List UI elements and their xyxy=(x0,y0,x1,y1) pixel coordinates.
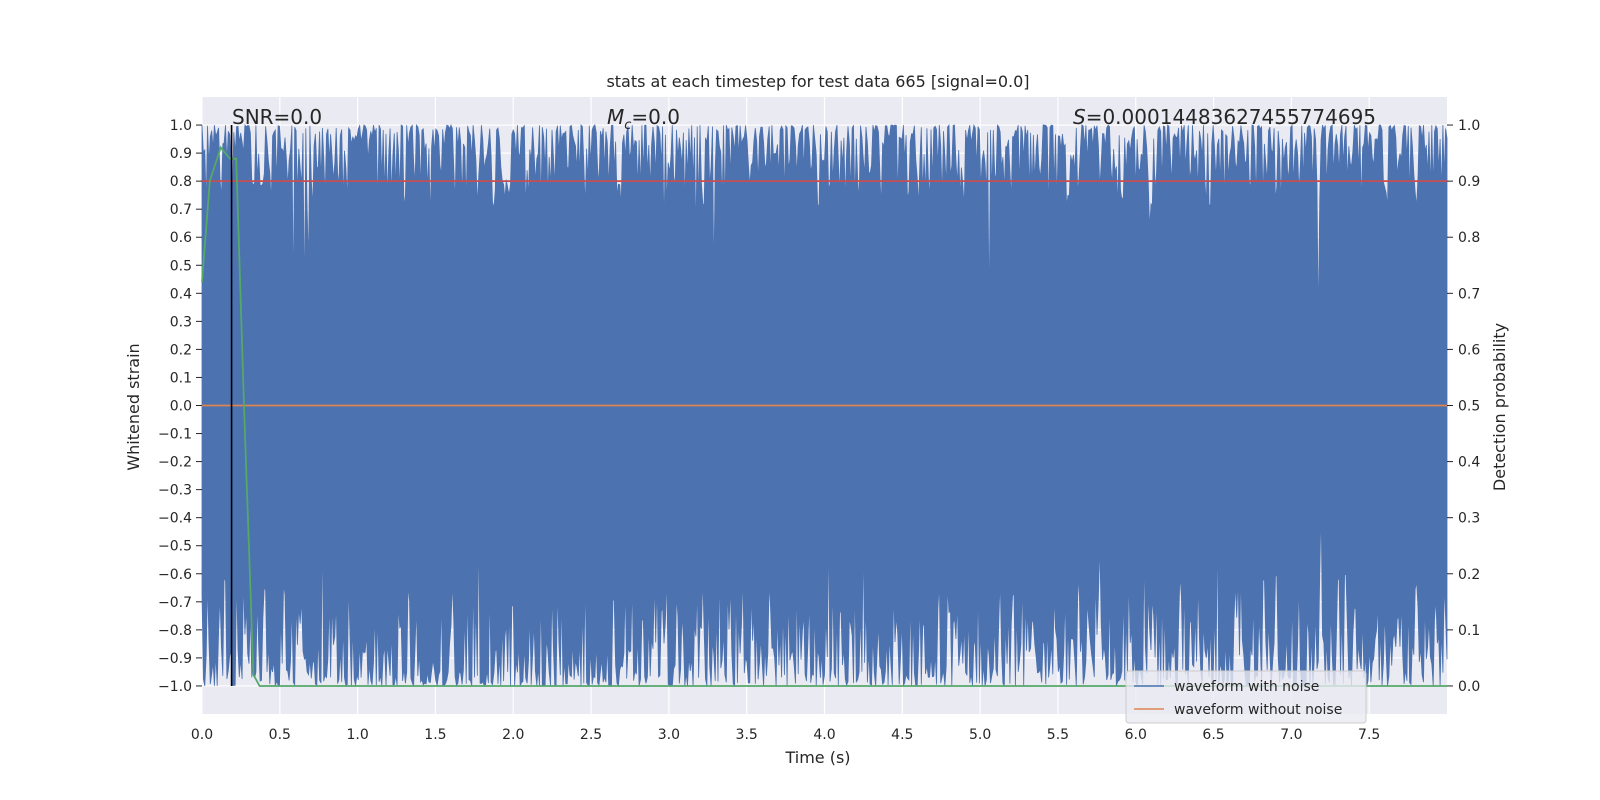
y-left-tick-label: 0.4 xyxy=(170,286,192,302)
y-left-tick-label: 0.0 xyxy=(170,399,192,415)
y-left-tick-label: −1.0 xyxy=(158,679,192,695)
y-left-tick-label: 0.2 xyxy=(170,342,192,358)
y-left-tick-label: −0.4 xyxy=(158,511,192,527)
y-axis-right-label: Detection probability xyxy=(1490,323,1509,491)
y-right-tick-label: 0.3 xyxy=(1458,511,1480,527)
s-annotation: S=0.00014483627455774695 xyxy=(1073,105,1376,129)
y-axis-right-ticks: 1.0 0.9 0.8 0.7 0.6 0.5 0.4 0.3 0.2 0.1 0.0 xyxy=(1447,118,1480,695)
chirp-mass-annotation: Mc=0.0 xyxy=(607,105,680,133)
y-right-tick-label: 0.5 xyxy=(1458,399,1480,415)
series-detection-probability xyxy=(201,145,1447,687)
y-left-tick-label: −0.1 xyxy=(158,427,192,443)
snr-annotation: SNR=0.0 xyxy=(232,105,322,129)
y-left-tick-label: −0.3 xyxy=(158,483,192,499)
s-symbol: S xyxy=(1073,105,1086,129)
y-right-tick-label: 0.4 xyxy=(1458,455,1480,471)
s-value: =0.00014483627455774695 xyxy=(1086,105,1376,129)
x-tick-label: 0.5 xyxy=(269,727,291,743)
x-tick-label: 4.0 xyxy=(813,727,835,743)
y-left-tick-label: 0.3 xyxy=(170,314,192,330)
y-left-tick-label: −0.7 xyxy=(158,595,192,611)
x-tick-label: 4.5 xyxy=(891,727,913,743)
y-right-tick-label: 0.9 xyxy=(1458,174,1480,190)
y-left-tick-label: −0.9 xyxy=(158,651,192,667)
y-left-tick-label: 0.8 xyxy=(170,174,192,190)
x-tick-label: 6.0 xyxy=(1125,727,1147,743)
y-right-tick-label: 0.2 xyxy=(1458,567,1480,583)
y-left-tick-label: 0.6 xyxy=(170,230,192,246)
y-left-tick-label: 0.5 xyxy=(170,258,192,274)
y-axis-left-ticks: 1.0 0.9 0.8 0.7 0.6 0.5 0.4 0.3 0.2 0.1 0.0 −0.1 −0.… xyxy=(158,118,202,695)
x-tick-label: 7.0 xyxy=(1280,727,1302,743)
x-tick-label: 5.5 xyxy=(1047,727,1069,743)
legend-box xyxy=(1125,670,1367,724)
chirp-mass-symbol: M xyxy=(607,105,624,129)
y-right-tick-label: 0.0 xyxy=(1458,679,1480,695)
y-right-tick-label: 0.6 xyxy=(1458,342,1480,358)
x-tick-label: 3.0 xyxy=(658,727,680,743)
y-left-tick-label: −0.8 xyxy=(158,623,192,639)
y-left-tick-label: −0.2 xyxy=(158,455,192,471)
chirp-mass-value: =0.0 xyxy=(631,105,680,129)
y-left-tick-label: −0.5 xyxy=(158,539,192,555)
x-tick-label: 1.0 xyxy=(346,727,368,743)
x-tick-label: 6.5 xyxy=(1202,727,1224,743)
legend-label-noise: waveform with noise xyxy=(1174,679,1319,695)
y-right-tick-label: 0.7 xyxy=(1458,286,1480,302)
y-right-tick-label: 0.8 xyxy=(1458,230,1480,246)
y-left-tick-label: −0.6 xyxy=(158,567,192,583)
y-axis-left-label: Whitened strain xyxy=(124,343,143,470)
x-tick-label: 2.0 xyxy=(502,727,524,743)
x-tick-label: 3.5 xyxy=(736,727,758,743)
y-right-tick-label: 1.0 xyxy=(1458,118,1480,134)
y-left-tick-label: 1.0 xyxy=(170,118,192,134)
y-left-tick-label: 0.1 xyxy=(170,370,192,386)
data-layer xyxy=(201,123,1448,688)
x-axis-ticks: 0.0 0.5 1.0 1.5 2.0 2.5 3.0 3.5 4.0 4.5 5.0 5.5 6.0 6… xyxy=(191,727,1380,743)
chirp-mass-subscript: c xyxy=(624,118,631,133)
y-left-tick-label: 0.9 xyxy=(170,146,192,162)
x-tick-label: 5.0 xyxy=(969,727,991,743)
x-tick-label: 7.5 xyxy=(1358,727,1380,743)
x-tick-label: 2.5 xyxy=(580,727,602,743)
x-tick-label: 1.5 xyxy=(424,727,446,743)
y-left-tick-label: 0.7 xyxy=(170,202,192,218)
x-tick-label: 0.0 xyxy=(191,727,213,743)
legend-label-clean: waveform without noise xyxy=(1174,702,1342,718)
x-axis-label: Time (s) xyxy=(784,748,850,767)
chart-title: stats at each timestep for test data 665… xyxy=(606,72,1029,91)
legend: waveform with noise waveform without noi… xyxy=(1125,670,1367,724)
y-right-tick-label: 0.1 xyxy=(1458,623,1480,639)
